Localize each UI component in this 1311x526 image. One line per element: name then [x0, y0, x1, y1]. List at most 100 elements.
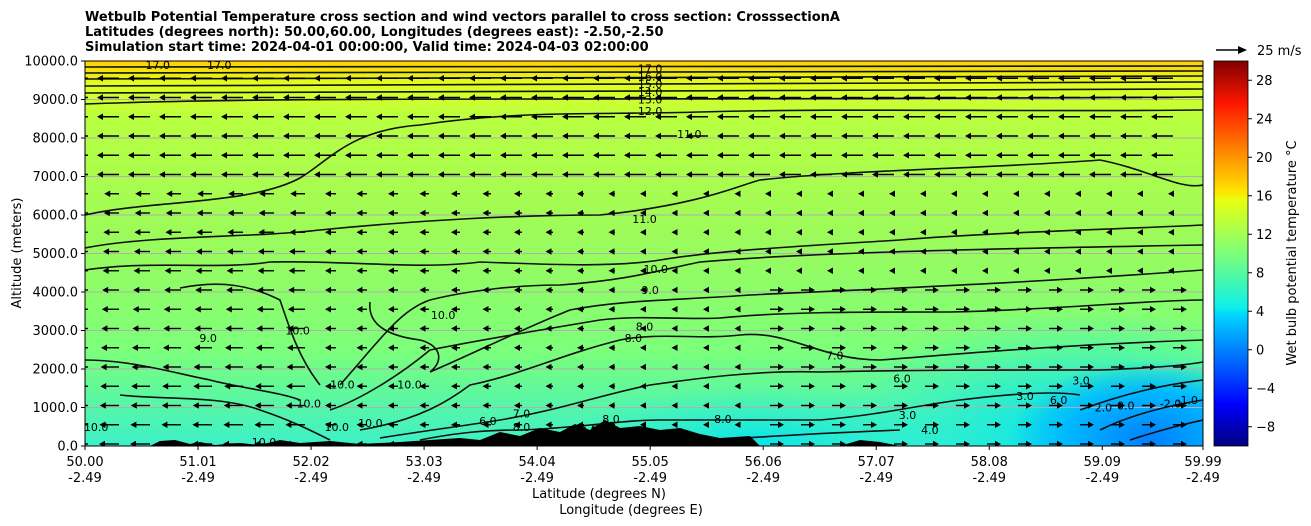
- x-tick-label-lon: -2.49: [520, 471, 554, 486]
- wind-vector: [1137, 267, 1143, 274]
- wind-vector: [703, 229, 709, 236]
- wind-vector: [996, 94, 1018, 101]
- wind-vector: [451, 229, 460, 236]
- wind-vector: [832, 325, 846, 332]
- wind-vector: [858, 209, 864, 217]
- wind-vector: [103, 209, 119, 217]
- wind-vector: [531, 132, 553, 140]
- wind-vector: [287, 306, 305, 313]
- y-tick-label: 10000.0: [24, 55, 78, 70]
- wind-vector: [734, 229, 741, 236]
- wind-vector: [593, 94, 615, 101]
- wind-vector: [1151, 171, 1173, 178]
- wind-vector: [514, 306, 522, 313]
- wind-vector: [1049, 325, 1063, 332]
- contour-label: 17.0: [145, 59, 170, 72]
- wind-vector: [801, 344, 815, 351]
- wind-vector: [482, 190, 491, 197]
- wind-vector: [227, 248, 243, 255]
- wind-vector: [770, 325, 784, 332]
- wind-vector: [734, 402, 741, 409]
- wind-vector: [1018, 421, 1032, 428]
- wind-vector: [163, 306, 181, 313]
- wind-vector: [577, 421, 584, 428]
- wind-vector: [748, 113, 770, 120]
- wind-vector: [832, 344, 846, 351]
- wind-vector: [671, 363, 678, 371]
- wind-vector: [796, 248, 802, 255]
- wind-vector: [104, 190, 119, 197]
- wind-vector: [1137, 190, 1143, 197]
- wind-vector: [801, 383, 815, 390]
- contour-label: 6.0: [893, 373, 911, 386]
- wind-vector: [608, 363, 615, 371]
- wind-vector: [135, 190, 150, 197]
- wind-vector: [314, 94, 336, 101]
- wind-vector: [982, 248, 988, 255]
- wind-vector: [221, 113, 243, 120]
- wind-vector: [872, 75, 894, 82]
- wind-vector: [1142, 363, 1156, 371]
- x-tick-label-lon: -2.49: [68, 471, 102, 486]
- wind-vector: [608, 190, 615, 197]
- colorbar-tick-label: 8: [1256, 266, 1264, 281]
- wind-vector: [1013, 267, 1019, 274]
- y-axis: 0.0 1000.0 2000.0 3000.0 4000.0 5000.0 6000.0 7…: [24, 55, 85, 455]
- wind-vector: [225, 344, 243, 351]
- wind-vector: [345, 132, 367, 140]
- wind-vector: [640, 267, 646, 274]
- wind-vector: [1173, 344, 1187, 351]
- wind-vector: [987, 421, 1001, 428]
- wind-vector: [288, 267, 305, 274]
- wind-vector: [894, 325, 908, 332]
- contour-label: 10.0: [252, 436, 277, 449]
- wind-vector: [608, 286, 615, 294]
- wind-vector: [734, 267, 741, 274]
- wind-vector: [841, 94, 863, 101]
- wind-vector: [770, 440, 784, 446]
- wind-vector: [920, 190, 926, 197]
- wind-vector: [85, 424, 88, 426]
- contour-label: 6.0: [1050, 394, 1068, 407]
- wind-vector: [419, 306, 429, 313]
- y-tick-label: 0.0: [57, 440, 78, 455]
- wind-vector: [514, 363, 522, 371]
- wind-vector: [608, 344, 615, 351]
- wind-vector: [376, 132, 398, 140]
- wind-vector: [161, 440, 181, 446]
- wind-vector: [734, 190, 741, 197]
- wind-vector: [1027, 152, 1049, 159]
- wind-vector: [1151, 94, 1173, 101]
- wind-vector: [951, 248, 957, 255]
- wind-vector: [376, 94, 398, 101]
- wind-vector: [1142, 421, 1156, 428]
- wind-vector: [894, 344, 908, 351]
- wind-vector: [314, 75, 336, 82]
- wind-vector: [734, 248, 741, 255]
- wind-vector: [289, 229, 305, 236]
- colorbar-tick-label: 16: [1256, 189, 1273, 204]
- wind-vector: [283, 132, 305, 140]
- colorbar-ticks: −8 −4 0 4 8 12 16 20 24 28: [1248, 74, 1275, 435]
- wind-vector: [345, 171, 367, 178]
- wind-vector: [925, 421, 939, 428]
- wind-vector: [451, 325, 460, 332]
- wind-vector: [925, 402, 939, 409]
- wind-vector: [734, 440, 741, 446]
- wind-vector: [827, 267, 833, 274]
- wind-vector: [482, 421, 491, 428]
- wind-vector: [192, 440, 212, 446]
- wind-vector: [252, 171, 274, 178]
- wind-vector: [1075, 209, 1081, 217]
- wind-vector: [640, 248, 646, 255]
- wind-vector: [190, 132, 212, 140]
- wind-vector: [770, 286, 784, 294]
- wind-vector: [197, 190, 212, 197]
- wind-vector: [252, 132, 274, 140]
- wind-vector: [608, 440, 615, 446]
- wind-vector: [482, 209, 491, 217]
- wind-vector: [593, 113, 615, 120]
- wind-vector: [951, 229, 957, 236]
- wind-vector: [1151, 132, 1173, 140]
- x-tick-label-lat: 57.07: [858, 455, 895, 470]
